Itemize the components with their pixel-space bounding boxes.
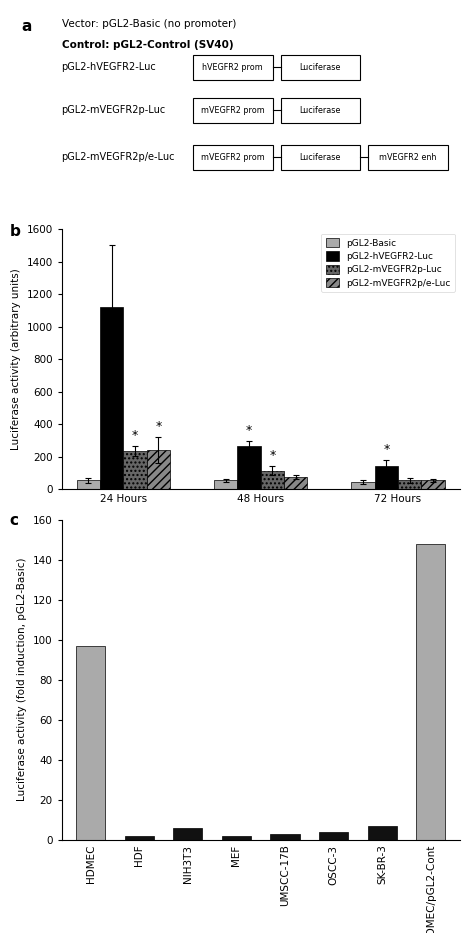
Bar bbox=[125, 836, 154, 840]
FancyBboxPatch shape bbox=[281, 98, 360, 123]
Text: *: * bbox=[246, 425, 252, 438]
FancyBboxPatch shape bbox=[193, 145, 273, 170]
Bar bbox=[214, 480, 237, 489]
Text: Luciferase: Luciferase bbox=[300, 106, 341, 115]
Text: Luciferase: Luciferase bbox=[300, 63, 341, 72]
Bar bbox=[123, 451, 147, 489]
Bar bbox=[261, 470, 284, 489]
Bar bbox=[222, 836, 251, 840]
Bar bbox=[100, 307, 123, 489]
Bar bbox=[319, 831, 348, 840]
Legend: pGL2-Basic, pGL2-hVEGFR2-Luc, pGL2-mVEGFR2p-Luc, pGL2-mVEGFR2p/e-Luc: pGL2-Basic, pGL2-hVEGFR2-Luc, pGL2-mVEGF… bbox=[321, 233, 455, 292]
Text: hVEGFR2 prom: hVEGFR2 prom bbox=[202, 63, 263, 72]
Text: *: * bbox=[269, 450, 275, 463]
Bar bbox=[351, 481, 374, 489]
Bar bbox=[398, 480, 421, 489]
Text: *: * bbox=[155, 420, 162, 433]
Bar bbox=[421, 480, 445, 489]
Bar bbox=[367, 826, 397, 840]
Bar bbox=[76, 646, 105, 840]
Bar bbox=[284, 477, 307, 489]
Bar bbox=[237, 446, 261, 489]
Text: pGL2-mVEGFR2p/e-Luc: pGL2-mVEGFR2p/e-Luc bbox=[62, 152, 175, 162]
Text: pGL2-mVEGFR2p-Luc: pGL2-mVEGFR2p-Luc bbox=[62, 105, 166, 116]
Text: c: c bbox=[10, 513, 19, 528]
Bar bbox=[270, 834, 300, 840]
Text: pGL2-hVEGFR2-Luc: pGL2-hVEGFR2-Luc bbox=[62, 63, 156, 72]
Text: Control: pGL2-Control (SV40): Control: pGL2-Control (SV40) bbox=[62, 40, 233, 50]
FancyBboxPatch shape bbox=[368, 145, 448, 170]
Bar bbox=[374, 466, 398, 489]
Text: mVEGFR2 enh: mVEGFR2 enh bbox=[379, 153, 437, 161]
Y-axis label: Luciferase activity (arbitrary units): Luciferase activity (arbitrary units) bbox=[11, 269, 21, 450]
Text: b: b bbox=[10, 224, 21, 239]
Text: Luciferase: Luciferase bbox=[300, 153, 341, 161]
FancyBboxPatch shape bbox=[281, 55, 360, 80]
Text: mVEGFR2 prom: mVEGFR2 prom bbox=[201, 106, 264, 115]
Bar bbox=[77, 480, 100, 489]
Text: mVEGFR2 prom: mVEGFR2 prom bbox=[201, 153, 264, 161]
Bar bbox=[147, 451, 170, 489]
FancyBboxPatch shape bbox=[193, 55, 273, 80]
Bar bbox=[416, 544, 445, 840]
Text: *: * bbox=[132, 429, 138, 442]
Y-axis label: Luciferase activity (fold induction, pGL2-Basic): Luciferase activity (fold induction, pGL… bbox=[17, 558, 27, 801]
Text: *: * bbox=[383, 443, 390, 456]
Bar bbox=[173, 828, 202, 840]
Text: a: a bbox=[22, 19, 32, 34]
Text: Vector: pGL2-Basic (no promoter): Vector: pGL2-Basic (no promoter) bbox=[62, 19, 236, 29]
FancyBboxPatch shape bbox=[281, 145, 360, 170]
FancyBboxPatch shape bbox=[193, 98, 273, 123]
